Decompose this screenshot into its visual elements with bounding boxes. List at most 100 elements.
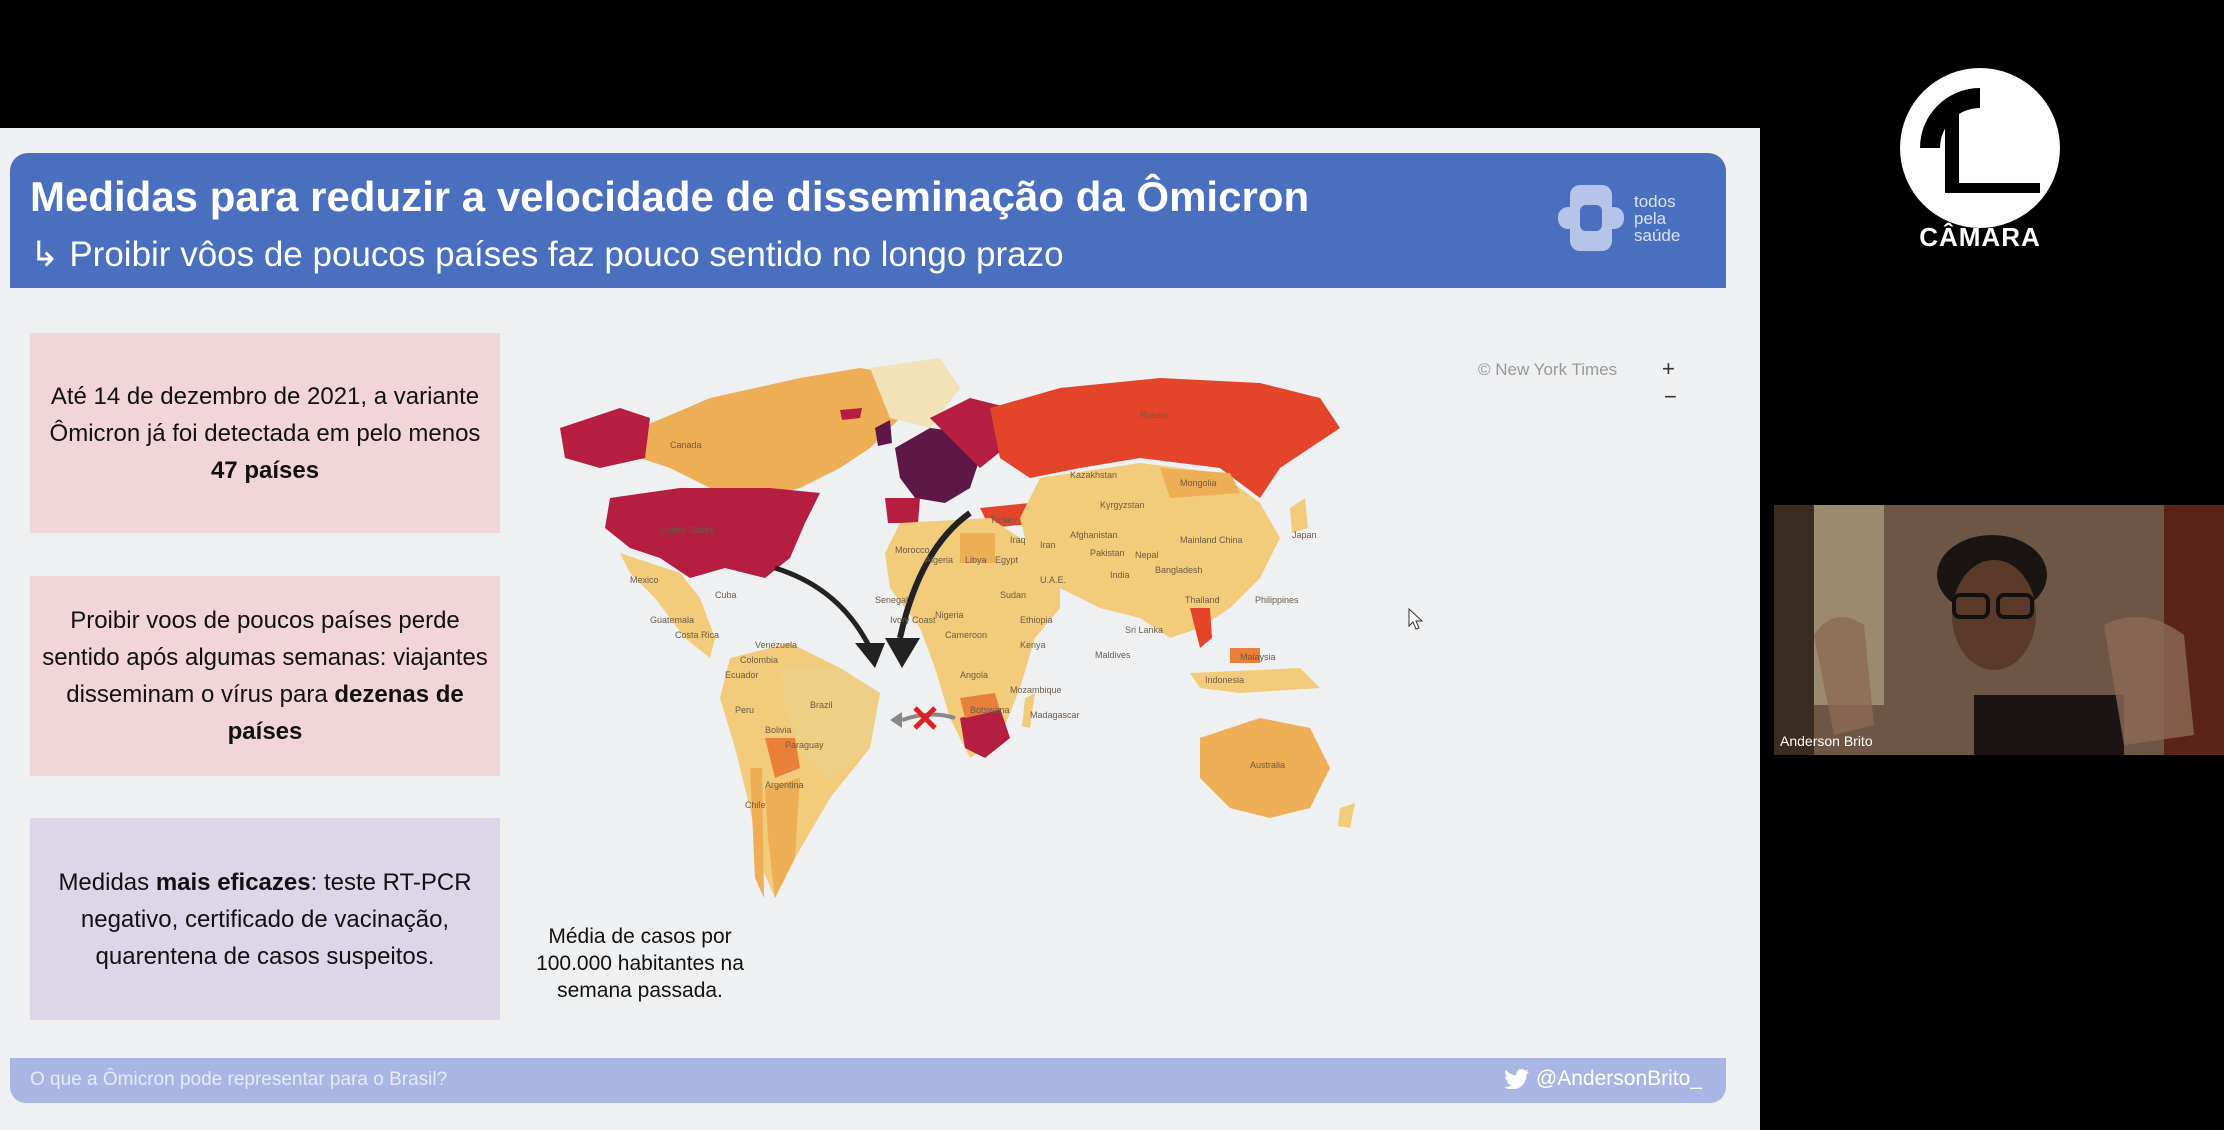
arrow-from-south-africa-head (890, 712, 902, 728)
country-label: Chile (745, 800, 766, 810)
slide-subtitle: ↳ Proibir vôos de poucos países faz pouco… (30, 235, 1064, 275)
country-usa (605, 488, 820, 578)
country-canada (640, 368, 920, 498)
country-label: Kenya (1020, 640, 1046, 650)
map-copyright: © New York Times (1478, 360, 1618, 379)
country-label: Ethiopia (1020, 615, 1053, 625)
country-label: Madagascar (1030, 710, 1080, 720)
country-label: Ecuador (725, 670, 759, 680)
country-label: Russia (1140, 410, 1168, 420)
country-label: Venezuela (755, 640, 797, 650)
country-label: Sudan (1000, 590, 1026, 600)
country-mongolia (1160, 468, 1240, 498)
country-label: Thailand (1185, 595, 1220, 605)
info-box-effective-measures: Medidas mais eficazes: teste RT-PCR nega… (30, 818, 500, 1020)
country-label: Ivory Coast (890, 615, 936, 625)
country-label: Peru (735, 705, 754, 715)
country-bolivia (765, 738, 800, 778)
slide-title: Medidas para reduzir a velocidade de dis… (30, 173, 1310, 220)
country-argentina (765, 778, 800, 898)
camara-logo-icon (1900, 68, 2060, 228)
country-label: Morocco (895, 545, 930, 555)
country-label: Guatemala (650, 615, 694, 625)
world-case-map[interactable]: Canada United States Mexico Cuba Guatemala Co… (540, 338, 1720, 898)
country-australia (1200, 718, 1330, 818)
country-label: Colombia (740, 655, 778, 665)
country-label: Angola (960, 670, 988, 680)
footer-question: O que a Ômicron pode representar para o … (30, 1069, 448, 1090)
zoom-out-button[interactable]: − (1664, 384, 1677, 409)
country-label: Sri Lanka (1125, 625, 1163, 635)
country-europe-central (930, 398, 1010, 468)
country-alaska (560, 408, 650, 468)
country-russia (990, 378, 1340, 498)
country-label: Nepal (1135, 550, 1159, 560)
info-box-flight-ban: Proibir voos de poucos países perde sent… (30, 576, 500, 776)
twitter-bird-icon (1503, 1069, 1529, 1090)
slide-header: Medidas para reduzir a velocidade de dis… (10, 153, 1726, 288)
logo-text: todos pela saúde (1634, 192, 1681, 245)
country-chile (750, 768, 764, 898)
zoom-in-button[interactable]: + (1662, 356, 1675, 381)
subtitle-text: Proibir vôos de poucos países faz pouco … (69, 235, 1064, 274)
country-brazil (780, 668, 880, 778)
country-iberia (885, 498, 920, 523)
country-label: Iran (1040, 540, 1056, 550)
country-new-zealand (1338, 803, 1355, 828)
arrow-from-usa-head (855, 643, 885, 668)
country-label: Afghanistan (1070, 530, 1118, 540)
country-libya (960, 533, 995, 563)
country-botswana (960, 693, 1000, 718)
country-label: Bangladesh (1155, 565, 1203, 575)
country-label: Pakistan (1090, 548, 1125, 558)
presentation-slide: Medidas para reduzir a velocidade de dis… (0, 128, 1760, 1130)
country-mexico (620, 553, 715, 658)
country-label: Maldives (1095, 650, 1131, 660)
todos-pela-saude-logo: todos pela saúde (1556, 183, 1696, 263)
country-label: Libya (965, 555, 987, 565)
country-label: Kyrgyzstan (1100, 500, 1145, 510)
slide-footer: O que a Ômicron pode representar para o … (10, 1058, 1726, 1103)
country-label: Nigeria (935, 610, 964, 620)
country-label: Mongolia (1180, 478, 1217, 488)
country-label: Philippines (1255, 595, 1299, 605)
blocked-cross-icon (913, 706, 937, 730)
country-label: Canada (670, 440, 702, 450)
country-label: Botswana (970, 705, 1010, 715)
map-legend: Média de casos por 100.000 habitantes na… (536, 925, 744, 1002)
country-label: Indonesia (1205, 675, 1244, 685)
country-indonesia (1190, 668, 1320, 693)
country-label: Iraq (1010, 535, 1026, 545)
country-label: India (1110, 570, 1130, 580)
country-label: Japan (1292, 530, 1317, 540)
country-label: Cameroon (945, 630, 987, 640)
arrow-from-europe (897, 510, 972, 639)
country-south-africa (960, 708, 1010, 758)
country-iceland (840, 408, 862, 420)
country-greenland (870, 358, 960, 428)
country-asia (1020, 463, 1280, 638)
footer-twitter-handle: @AndersonBrito_ (1503, 1067, 1702, 1091)
country-label: Mozambique (1010, 685, 1062, 695)
arrow-from-europe-head (885, 638, 920, 668)
country-label: Senegal (875, 595, 908, 605)
country-label: Brazil (810, 700, 833, 710)
country-madagascar (1022, 693, 1035, 728)
country-label: Argentina (765, 780, 804, 790)
country-label: Cuba (715, 590, 737, 600)
country-africa (885, 518, 1060, 758)
mouse-pointer-icon (1408, 608, 1424, 630)
country-label: Egypt (995, 555, 1019, 565)
country-label: Mexico (630, 575, 659, 585)
country-label: U.A.E. (1040, 575, 1066, 585)
country-label: Algeria (925, 555, 953, 565)
camara-channel-name: CÂMARA (1919, 222, 2041, 252)
country-label: Malaysia (1240, 652, 1276, 662)
country-label: Turkey (990, 515, 1018, 525)
speaker-video-image (1774, 505, 2224, 755)
info-box-detection: Até 14 de dezembro de 2021, a variante Ô… (30, 333, 500, 533)
speaker-name-label: Anderson Brito (1780, 733, 1873, 749)
speaker-video-feed[interactable]: Anderson Brito (1774, 505, 2224, 755)
country-japan (1290, 498, 1308, 533)
country-thailand (1190, 608, 1212, 648)
